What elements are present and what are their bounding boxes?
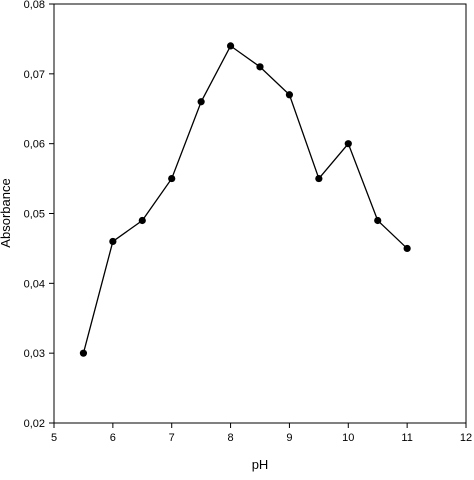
data-point xyxy=(79,349,88,357)
y-tick-label: 0,04 xyxy=(24,278,45,290)
data-point xyxy=(226,42,235,50)
data-point xyxy=(403,244,411,253)
x-axis-label: pH xyxy=(252,457,269,472)
y-tick-label: 0,03 xyxy=(24,348,45,360)
series xyxy=(79,42,411,357)
y-tick-label: 0,05 xyxy=(24,209,45,221)
ticks: 5 6 7 8 9 10 11 12 0,02 0,03 0,04 0,05 0,06 0,07 0,08 xyxy=(24,0,473,444)
data-point xyxy=(109,237,117,246)
data-point xyxy=(256,63,264,71)
x-tick-label: 12 xyxy=(460,432,472,444)
x-tick-label: 7 xyxy=(169,432,175,444)
x-tick-label: 6 xyxy=(110,432,116,444)
x-tick-label: 10 xyxy=(342,432,354,444)
data-point xyxy=(374,216,382,225)
data-point xyxy=(168,174,176,183)
x-tick-label: 8 xyxy=(228,432,234,444)
x-tick-label: 11 xyxy=(401,432,412,444)
y-axis-label: Absorbance xyxy=(0,178,13,247)
data-point xyxy=(197,98,205,106)
series-line xyxy=(82,44,408,354)
data-point xyxy=(285,91,294,99)
x-tick-label: 5 xyxy=(51,432,57,444)
data-point xyxy=(315,174,323,183)
y-tick-label: 0,02 xyxy=(24,418,45,430)
y-tick-label: 0,07 xyxy=(24,69,45,81)
y-tick-label: 0,06 xyxy=(24,139,45,151)
data-point xyxy=(138,216,146,225)
x-tick-label: 9 xyxy=(286,432,292,444)
data-point xyxy=(344,140,352,148)
y-tick-label: 0,08 xyxy=(24,0,45,11)
